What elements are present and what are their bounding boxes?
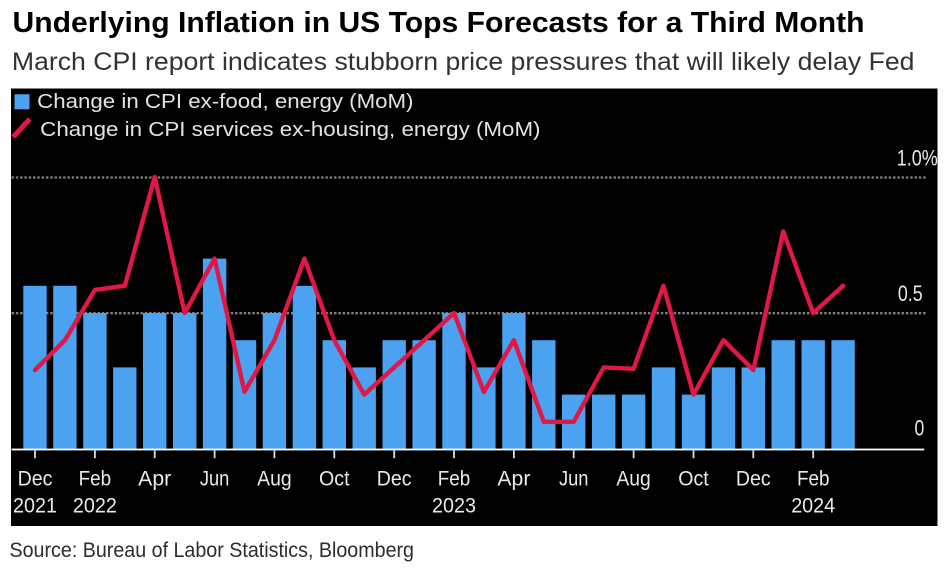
svg-text:Aug: Aug: [257, 468, 292, 491]
svg-text:1.0%: 1.0%: [897, 145, 938, 170]
svg-text:Underlying Inflation in US Top: Underlying Inflation in US Tops Forecast…: [13, 7, 865, 39]
svg-text:Dec: Dec: [18, 468, 53, 491]
svg-text:2024: 2024: [791, 494, 835, 518]
svg-text:2021: 2021: [13, 494, 57, 518]
svg-text:Dec: Dec: [736, 468, 771, 491]
svg-text:Apr: Apr: [497, 468, 530, 491]
svg-text:2023: 2023: [432, 494, 476, 518]
svg-text:Feb: Feb: [438, 468, 471, 491]
svg-text:Oct: Oct: [678, 468, 709, 491]
svg-text:Change in CPI ex-food, energy: Change in CPI ex-food, energy (MoM): [37, 90, 413, 113]
svg-text:Feb: Feb: [797, 468, 830, 491]
svg-text:Dec: Dec: [377, 468, 412, 491]
svg-text:0: 0: [915, 416, 925, 441]
svg-text:Jun: Jun: [559, 468, 589, 491]
svg-text:Change in CPI services ex-hous: Change in CPI services ex-housing, energ…: [40, 118, 540, 141]
svg-text:March CPI report indicates stu: March CPI report indicates stubborn pric…: [12, 48, 915, 76]
svg-text:Source: Bureau of Labor Statis: Source: Bureau of Labor Statistics, Bloo…: [10, 539, 415, 562]
svg-text:0.5: 0.5: [898, 281, 923, 306]
svg-text:Feb: Feb: [79, 468, 112, 491]
svg-text:2022: 2022: [73, 494, 117, 518]
svg-text:Aug: Aug: [616, 468, 651, 491]
svg-text:Oct: Oct: [319, 468, 350, 491]
svg-text:Apr: Apr: [138, 468, 171, 491]
svg-text:Jun: Jun: [200, 468, 230, 491]
